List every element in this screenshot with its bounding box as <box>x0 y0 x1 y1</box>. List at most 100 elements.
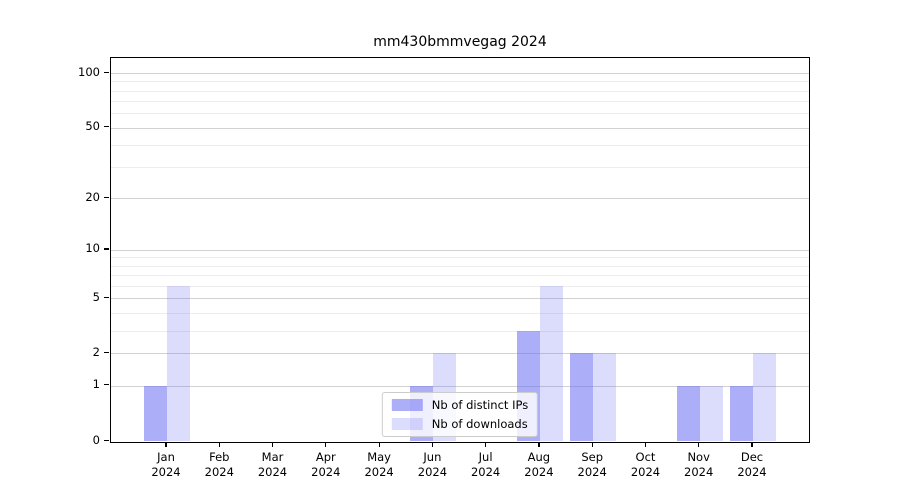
x-tick-label: Apr 2024 <box>291 450 361 480</box>
x-tick-label-line: 2024 <box>577 465 607 479</box>
legend-entry-downloads: Nb of downloads <box>391 417 528 431</box>
x-tick-mark <box>591 442 593 447</box>
x-tick-label: Jul 2024 <box>451 450 521 480</box>
y-tick-label: 2 <box>92 344 100 359</box>
y-tick-label: 1 <box>92 377 100 392</box>
minor-gridline <box>111 275 809 277</box>
minor-gridline <box>111 330 809 332</box>
minor-gridline <box>111 257 809 259</box>
legend-label-downloads: Nb of downloads <box>431 417 528 431</box>
x-tick-label-line: Aug <box>527 450 551 464</box>
x-tick-label-line: 2024 <box>311 465 341 479</box>
x-tick-label-line: Jun <box>423 450 442 464</box>
x-tick-label-line: 2024 <box>470 465 501 479</box>
y-tick-mark <box>104 439 109 441</box>
x-tick-label: Jun 2024 <box>397 450 467 480</box>
x-tick-mark <box>538 442 540 447</box>
x-tick-label: Feb 2024 <box>184 450 254 480</box>
minor-gridline <box>111 312 809 314</box>
x-tick-label-line: 2024 <box>364 465 394 479</box>
x-tick-label-line: Feb <box>209 450 230 464</box>
minor-gridline <box>111 81 809 83</box>
y-tick-label: 20 <box>85 189 100 204</box>
x-tick-label-line: 2024 <box>257 465 288 479</box>
x-tick-mark <box>485 442 487 447</box>
x-tick-label: Mar 2024 <box>238 450 308 480</box>
bar-downloads <box>167 285 190 441</box>
x-tick-label-line: May <box>367 450 391 464</box>
legend-swatch-downloads <box>391 418 423 430</box>
bar-downloads <box>539 285 563 441</box>
legend-swatch-distinct-ips <box>391 399 423 411</box>
x-tick-mark <box>644 442 647 447</box>
x-tick-label-line: 2024 <box>737 465 767 479</box>
bar-distinct-ips <box>730 385 753 441</box>
x-tick-label-line: Jul <box>478 450 493 464</box>
minor-gridline <box>111 101 809 103</box>
x-tick-label: Dec 2024 <box>717 450 787 480</box>
y-tick-mark <box>104 126 109 128</box>
major-gridline <box>111 73 809 75</box>
x-tick-label-line: Dec <box>740 450 764 464</box>
bar-distinct-ips <box>676 385 700 441</box>
bar-distinct-ips <box>570 353 594 441</box>
x-tick-label-line: 2024 <box>151 465 181 479</box>
minor-gridline <box>111 113 809 115</box>
major-gridline <box>111 249 809 251</box>
bar-downloads <box>699 385 723 441</box>
x-tick-label: Aug 2024 <box>504 450 574 480</box>
minor-gridline <box>111 144 809 146</box>
x-tick-label-line: 2024 <box>524 465 554 479</box>
x-tick-label-line: Apr <box>315 450 336 464</box>
x-tick-label: Jan 2024 <box>131 450 201 480</box>
x-tick-mark <box>751 442 753 447</box>
x-tick-mark <box>165 442 167 447</box>
y-tick-mark <box>104 384 109 386</box>
x-tick-label-line: Oct <box>635 450 656 464</box>
y-tick-mark <box>104 248 109 250</box>
legend-entry-distinct-ips: Nb of distinct IPs <box>391 398 529 412</box>
x-tick-mark <box>378 442 380 447</box>
chart-title: mm430bmmvegag 2024 <box>373 34 547 50</box>
x-tick-label: May 2024 <box>344 450 414 480</box>
y-tick-mark <box>104 196 109 199</box>
major-gridline <box>111 198 809 200</box>
y-tick-label: 5 <box>92 289 100 304</box>
x-tick-label-line: Sep <box>581 450 604 464</box>
x-tick-mark <box>218 442 220 447</box>
x-tick-label: Sep 2024 <box>557 450 627 480</box>
minor-gridline <box>111 285 809 287</box>
major-gridline <box>111 385 809 387</box>
x-tick-mark <box>325 442 327 447</box>
minor-gridline <box>111 167 809 169</box>
y-tick-mark <box>104 296 109 298</box>
major-gridline <box>111 127 809 129</box>
bar-downloads <box>593 353 617 441</box>
plot-area: Nb of distinct IPs Nb of downloads <box>110 57 810 443</box>
minor-gridline <box>111 90 809 92</box>
x-tick-label-line: Nov <box>687 450 710 464</box>
x-tick-label-line: 2024 <box>204 465 234 479</box>
minor-gridline <box>111 265 809 267</box>
x-tick-label-line: Jan <box>157 450 175 464</box>
major-gridline <box>111 353 809 355</box>
x-tick-label-line: 2024 <box>630 465 661 479</box>
legend-label-distinct-ips: Nb of distinct IPs <box>431 398 529 412</box>
x-tick-label: Oct 2024 <box>611 450 681 480</box>
x-tick-label: Nov 2024 <box>664 450 734 480</box>
y-tick-label: 50 <box>85 119 100 133</box>
major-gridline <box>111 298 809 300</box>
x-tick-label-line: 2024 <box>417 465 448 479</box>
chart-legend: Nb of distinct IPs Nb of downloads <box>381 392 539 437</box>
x-tick-label-line: Mar <box>261 450 284 464</box>
y-tick-mark <box>104 71 109 73</box>
bar-distinct-ips <box>144 385 167 441</box>
y-tick-label: 10 <box>85 241 100 256</box>
y-tick-label: 0 <box>92 432 100 447</box>
x-tick-mark <box>431 442 434 447</box>
bar-downloads <box>753 353 776 441</box>
y-tick-mark <box>104 351 109 354</box>
x-tick-mark <box>698 442 700 447</box>
x-tick-label-line: 2024 <box>684 465 714 479</box>
